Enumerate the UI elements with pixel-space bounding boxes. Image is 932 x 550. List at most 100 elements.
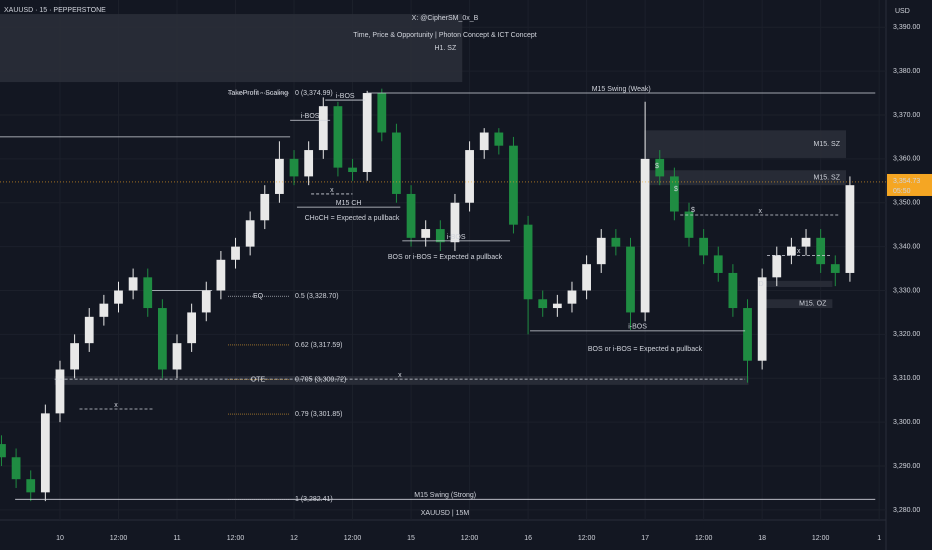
x-tick-label: 12:00: [227, 535, 245, 542]
candle-body: [377, 93, 387, 133]
annotation: USD: [895, 8, 910, 15]
countdown-label: 05:50: [893, 188, 911, 195]
candle-body: [40, 413, 50, 493]
y-tick-label: 3,310.00: [893, 375, 920, 382]
candle-body: [772, 255, 782, 278]
candle-body: [538, 299, 548, 309]
y-tick-label: 3,280.00: [893, 507, 920, 514]
annotation: XAUUSD · 15 · PEPPERSTONE: [4, 7, 106, 14]
candle-body: [362, 93, 372, 173]
candle-body: [816, 237, 826, 265]
x-tick-label: 12:00: [578, 535, 596, 542]
zone: [760, 299, 833, 309]
candle-body: [216, 259, 226, 291]
level-label: x: [797, 248, 801, 255]
annotation: BOS or i-BOS = Expected a pullback: [588, 346, 703, 353]
level-label: x: [398, 372, 402, 379]
level-label: M15 Swing (Strong): [414, 492, 476, 499]
fib-label: 0 (3,374.99): [295, 90, 333, 97]
candle-body: [275, 158, 284, 194]
candle-body: [611, 237, 621, 247]
x-tick-label: 10: [56, 535, 64, 542]
level-label: i-BOS: [336, 93, 355, 100]
annotation: Time, Price & Opportunity | Photon Conce…: [353, 32, 537, 39]
current-price-box: [887, 173, 932, 196]
level-label: M15 Swing (Weak): [592, 86, 651, 93]
candle-body: [143, 277, 153, 309]
candle-body: [567, 290, 577, 304]
x-tick-label: 12:00: [695, 535, 713, 542]
y-tick-label: 3,340.00: [893, 243, 920, 250]
candle-body: [231, 246, 240, 260]
candle-body: [845, 185, 855, 273]
x-tick-label: 12:00: [110, 535, 128, 542]
candle-body: [552, 303, 562, 309]
fib-tag: OTE: [251, 376, 266, 383]
candle-body: [245, 220, 255, 247]
candle-body: [523, 224, 533, 300]
candle-body: [348, 167, 357, 173]
candle-body: [494, 132, 504, 146]
candle-body: [640, 158, 650, 313]
fib-label: 0.705 (3,309.72): [295, 376, 346, 383]
candle-body: [830, 264, 840, 273]
y-tick-label: 3,370.00: [893, 112, 920, 119]
y-tick-label: 3,320.00: [893, 331, 920, 338]
level-label: i-BOS: [628, 324, 647, 331]
candle-body: [260, 193, 270, 221]
zone: [644, 130, 847, 158]
level-label: i-BOS: [301, 113, 320, 120]
annotation: $: [674, 186, 678, 193]
y-tick-label: 3,380.00: [893, 68, 920, 75]
fib-label: 0.62 (3,317.59): [295, 342, 342, 349]
candle-body: [26, 479, 36, 493]
candle-body: [172, 343, 182, 370]
candle-body: [582, 264, 591, 291]
x-tick-label: 12:00: [344, 535, 362, 542]
x-tick-label: 17: [641, 535, 649, 542]
y-tick-label: 3,350.00: [893, 200, 920, 207]
candle-body: [99, 303, 109, 317]
candle-body: [757, 277, 767, 361]
candle-body: [157, 308, 167, 370]
x-tick-label: 15: [407, 535, 415, 542]
y-tick-label: 3,290.00: [893, 463, 920, 470]
fib-tag: EQ: [253, 293, 264, 300]
x-tick-label: 12:00: [812, 535, 830, 542]
candle-body: [435, 229, 445, 243]
candle-body: [84, 316, 94, 344]
zone: [0, 14, 463, 83]
current-price-label: 3,354.73: [893, 178, 920, 185]
zone-label: H1. SZ: [434, 45, 457, 52]
candle-body: [289, 158, 299, 177]
zone: [644, 170, 847, 186]
candle-body: [70, 343, 79, 370]
x-tick-label: 1: [877, 535, 881, 542]
candle-body: [450, 202, 460, 243]
x-tick-label: 16: [524, 535, 532, 542]
zone-label: M15. SZ: [814, 175, 841, 182]
zone-label: M15. SZ: [814, 141, 841, 148]
candle-body: [304, 150, 314, 177]
candle-body: [55, 369, 65, 414]
candle-body: [713, 255, 723, 273]
candle-body: [0, 444, 6, 458]
level-label: i-BOS: [447, 234, 466, 241]
level-label: x: [114, 402, 118, 409]
fib-label: 0.5 (3,328.70): [295, 293, 339, 300]
candle-body: [465, 150, 474, 203]
candle-body: [684, 211, 694, 238]
candle-body: [669, 176, 679, 212]
candle-body: [801, 237, 811, 247]
candle-body: [318, 106, 328, 151]
x-tick-label: 18: [758, 535, 766, 542]
candle-body: [728, 272, 738, 309]
annotation: $: [691, 207, 695, 214]
candle-body: [392, 132, 401, 194]
candle-body: [421, 229, 431, 238]
candle-body: [187, 312, 197, 344]
candle-body: [333, 106, 343, 168]
y-tick-label: 3,300.00: [893, 419, 920, 426]
